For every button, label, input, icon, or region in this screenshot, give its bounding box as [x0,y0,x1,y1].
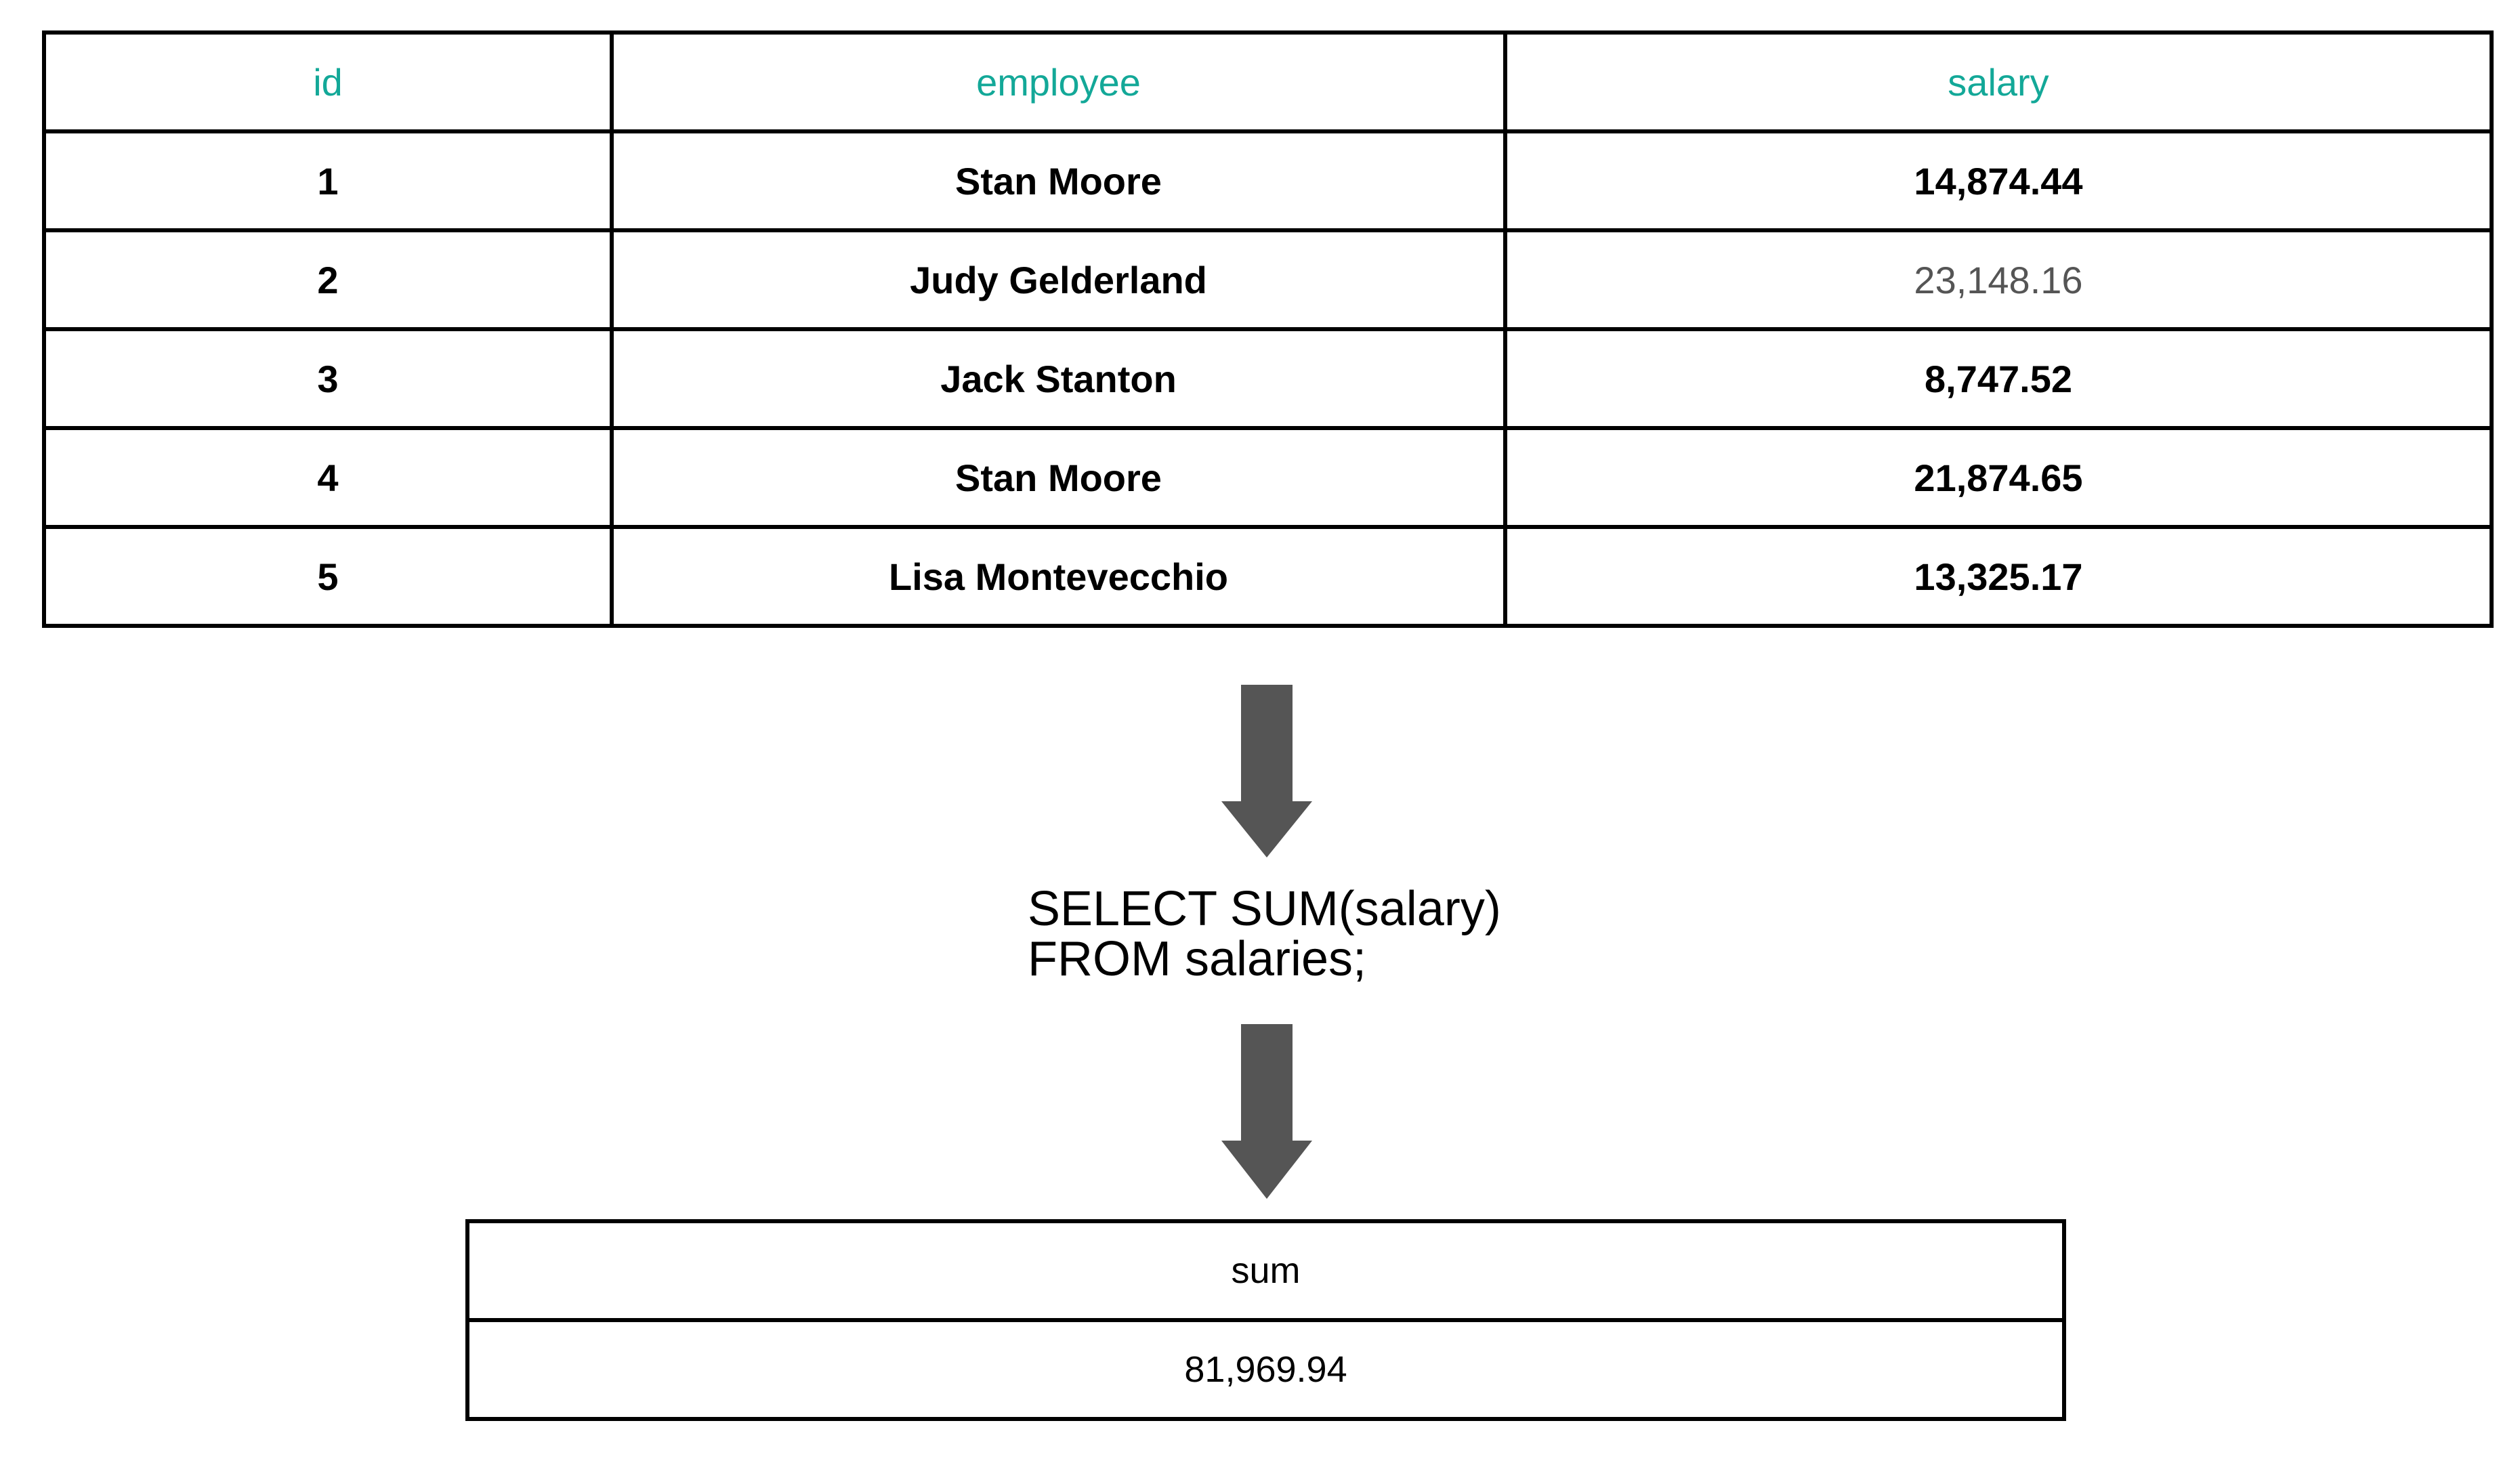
cell-employee: Judy Gelderland [610,228,1507,331]
header-row: id employee salary [42,30,2494,133]
table-row: 3 Jack Stanton 8,747.52 [42,327,2494,430]
header-row: sum [465,1219,2066,1322]
sql-line-1: SELECT SUM(salary) [1028,882,1501,936]
cell-salary: 23,148.16 [1503,228,2494,331]
table-row: 5 Lisa Montevecchio 13,325.17 [42,525,2494,628]
cell-salary: 13,325.17 [1503,525,2494,628]
table-row: 2 Judy Gelderland 23,148.16 [42,228,2494,331]
cell-employee: Jack Stanton [610,327,1507,430]
table-row: 1 Stan Moore 14,874.44 [42,129,2494,232]
cell-sum: 81,969.94 [465,1318,2066,1421]
table-row: 4 Stan Moore 21,874.65 [42,426,2494,529]
column-header-employee: employee [610,30,1507,133]
cell-employee: Stan Moore [610,129,1507,232]
sql-line-2: FROM salaries; [1028,932,1367,986]
cell-id: 2 [42,228,614,331]
cell-salary: 8,747.52 [1503,327,2494,430]
cell-salary: 14,874.44 [1503,129,2494,232]
column-header-id: id [42,30,614,133]
salaries-table: id employee salary 1 Stan Moore 14,874.4… [42,30,2494,628]
cell-salary: 21,874.65 [1503,426,2494,529]
column-header-salary: salary [1503,30,2494,133]
cell-id: 1 [42,129,614,232]
sql-query: SELECT SUM(salary) FROM salaries; [1028,884,1501,984]
cell-id: 5 [42,525,614,628]
cell-employee: Lisa Montevecchio [610,525,1507,628]
cell-id: 4 [42,426,614,529]
column-header-sum: sum [465,1219,2066,1322]
down-arrow-icon [1221,685,1312,857]
cell-id: 3 [42,327,614,430]
cell-employee: Stan Moore [610,426,1507,529]
table-row: 81,969.94 [465,1318,2066,1421]
result-table: sum 81,969.94 [465,1219,2066,1421]
down-arrow-icon [1221,1024,1312,1199]
